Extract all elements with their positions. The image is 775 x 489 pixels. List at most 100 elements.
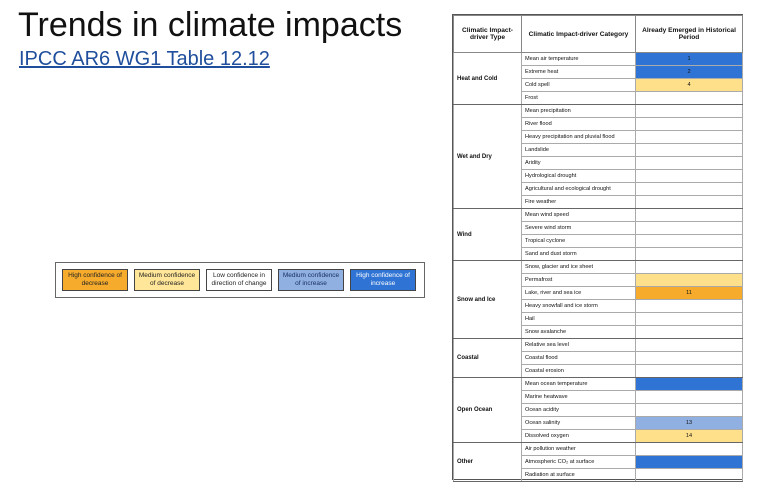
emergence-cell [635,182,743,196]
driver-category: Landslide [521,143,636,157]
emergence-cell [635,338,743,352]
table-row: Heat and Cold Mean air temperature 1 [453,52,743,105]
emergence-cell [635,312,743,326]
table-row: River flood [454,117,743,131]
driver-category: Ocean acidity [521,403,636,417]
emergence-cell [635,390,743,404]
table-row: Coastal erosion [454,364,743,378]
source-link[interactable]: IPCC AR6 WG1 Table 12.12 [19,48,270,70]
driver-category: Snow avalanche [521,325,636,339]
emergence-cell [635,195,743,209]
emergence-cell: 13 [635,416,743,430]
table-row: Wind Mean wind speed [453,208,743,261]
header-row: Climatic Impact-driver Type Climatic Impa… [453,15,743,53]
emergence-cell [635,299,743,313]
driver-category: Ocean salinity [521,416,636,430]
legend-item: Medium confidence of increase [278,269,344,291]
emergence-cell [635,351,743,365]
driver-category: Heavy snowfall and ice storm [521,299,636,313]
emergence-cell [635,117,743,131]
emergence-cell [635,91,743,105]
table-row: Radiation at surface [454,468,743,482]
emergence-cell [635,377,743,391]
column-header: Already Emerged in Historical Period [635,15,743,53]
emergence-cell [635,143,743,157]
driver-category: Mean ocean temperature [521,377,636,391]
table-row: Ocean acidity [454,403,743,417]
table-row: Heavy snowfall and ice storm [454,299,743,313]
emergence-cell [635,130,743,144]
table-row: Other Air pollution weather [453,442,743,482]
emergence-cell [635,325,743,339]
driver-category: Mean wind speed [521,208,636,222]
emergence-cell [635,169,743,183]
legend-item: High confidence of increase [350,269,416,291]
driver-category: Frost [521,91,636,105]
driver-category: Dissolved oxygen [521,429,636,443]
legend: High confidence of decrease Medium confid… [55,262,425,298]
emergence-cell [635,468,743,482]
driver-type: Heat and Cold [453,52,522,105]
table-row: Aridity [454,156,743,170]
column-header: Climatic Impact-driver Type [453,15,522,53]
slide-title: Trends in climate impacts [18,6,403,44]
emergence-cell [635,364,743,378]
driver-category: Hydrological drought [521,169,636,183]
driver-type: Wind [453,208,522,261]
driver-category: Mean precipitation [521,104,636,118]
driver-type: Other [453,442,522,482]
table-row: Wet and Dry Mean precipitation [453,104,743,209]
emergence-cell [635,208,743,222]
driver-type: Snow and Ice [453,260,522,339]
driver-category: Relative sea level [521,338,636,352]
table-row: Snow and Ice Snow, glacier and ice sheet [453,260,743,339]
driver-category: Air pollution weather [521,442,636,456]
table-row: Hail [454,312,743,326]
driver-category: Permafrost [521,273,636,287]
driver-category: Hail [521,312,636,326]
emergence-cell [635,234,743,248]
emergence-cell [635,260,743,274]
emergence-cell [635,455,743,469]
table-row: Dissolved oxygen 14 [454,429,743,443]
emergence-cell [635,247,743,261]
driver-category: Heavy precipitation and pluvial flood [521,130,636,144]
emergence-cell [635,156,743,170]
emergence-cell [635,104,743,118]
legend-item: Medium confidence of decrease [134,269,200,291]
driver-category: Coastal erosion [521,364,636,378]
driver-category: Severe wind storm [521,221,636,235]
emergence-cell [635,273,743,287]
driver-category: Radiation at surface [521,468,636,482]
driver-category: Atmospheric CO₂ at surface [521,455,636,469]
table-frame: Climatic Impact-driver Type Climatic Impa… [452,14,743,482]
driver-category: Aridity [521,156,636,170]
table: Climatic Impact-driver Type Climatic Impa… [453,15,743,482]
driver-type: Coastal [453,338,522,378]
emergence-cell: 14 [635,429,743,443]
table-row: Coastal Relative sea level [453,338,743,378]
table-row: Open Ocean Mean ocean temperature [453,377,743,443]
driver-category: Sand and dust storm [521,247,636,261]
emergence-cell: 4 [635,78,743,92]
driver-category: Snow, glacier and ice sheet [521,260,636,274]
table-row: Agricultural and ecological drought [454,182,743,196]
driver-category: Agricultural and ecological drought [521,182,636,196]
table-row: Cold spell 4 [454,78,743,92]
driver-category: River flood [521,117,636,131]
driver-category: Extreme heat [521,65,636,79]
driver-type: Wet and Dry [453,104,522,209]
emergence-cell: 1 [635,52,743,66]
driver-category: Coastal flood [521,351,636,365]
emergence-cell [635,403,743,417]
table-row: Lake, river and sea ice 11 [454,286,743,300]
column-header: Climatic Impact-driver Category [521,15,636,53]
emergence-cell [635,221,743,235]
emergence-cell: 2 [635,65,743,79]
legend-item: Low confidence in direction of change [206,269,272,291]
driver-category: Mean air temperature [521,52,636,66]
driver-category: Cold spell [521,78,636,92]
emergence-cell [635,442,743,456]
emergence-cell: 11 [635,286,743,300]
